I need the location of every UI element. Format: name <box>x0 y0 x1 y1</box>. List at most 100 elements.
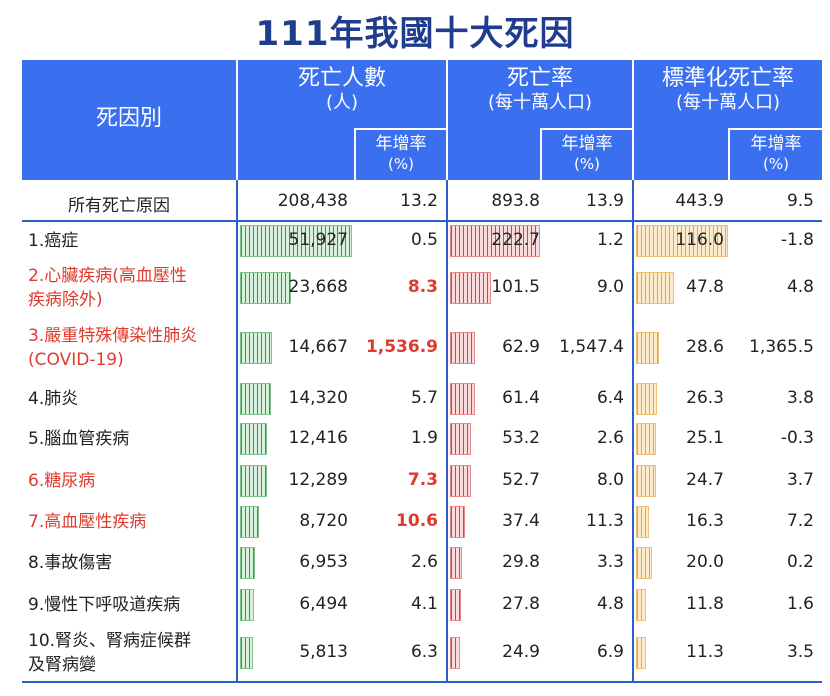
std-rate-bar <box>636 383 657 415</box>
std-growth-value: 1,365.5 <box>749 337 814 357</box>
header-std-rate-label: 標準化死亡率 <box>661 66 794 91</box>
std-rate-bar <box>636 423 656 455</box>
std-rate-bar <box>636 272 674 304</box>
rate-bar <box>450 637 461 669</box>
total-std-growth: 9.5 <box>786 191 814 211</box>
std-rate-value: 11.8 <box>686 594 724 614</box>
rate-growth-value: 4.8 <box>596 594 624 614</box>
std-rate-value: 28.6 <box>686 337 724 357</box>
cause-name: 6.糖尿病 <box>28 469 95 493</box>
rate-bar <box>450 589 462 621</box>
header-rate: 死亡率 (每十萬人口) <box>448 60 632 180</box>
rate-bar <box>450 383 475 415</box>
deaths-growth-value: 8.3 <box>407 277 438 297</box>
subheader-rate-growth: 年增率 (%) <box>540 128 632 180</box>
cause-name-line1: 10.腎炎、腎病症候群 <box>28 631 192 651</box>
header-deaths-label: 死亡人數 <box>297 66 386 91</box>
cause-name-line2: (COVID-19) <box>28 350 124 370</box>
header-rate-unit: (每十萬人口) <box>487 92 593 113</box>
deaths-bar <box>240 637 253 669</box>
deaths-bar <box>240 225 352 257</box>
std-growth-value: 1.6 <box>786 594 814 614</box>
std-rate-value: 11.3 <box>686 642 724 662</box>
header-cause-label: 死因別 <box>95 106 162 131</box>
cause-name-line1: 8.事故傷害 <box>28 553 113 573</box>
cause-name: 5.腦血管疾病 <box>28 427 129 451</box>
rate-value: 52.7 <box>502 470 540 490</box>
header-cause: 死因別 <box>22 60 236 180</box>
std-rate-bar <box>636 547 652 579</box>
divider-total <box>22 220 822 222</box>
std-growth-value: 7.2 <box>786 511 814 531</box>
std-rate-value: 26.3 <box>686 388 724 408</box>
rate-bar <box>450 465 472 497</box>
deaths-growth-value: 0.5 <box>410 230 438 250</box>
deaths-value: 12,416 <box>288 428 348 448</box>
cause-name: 7.高血壓性疾病 <box>28 510 146 534</box>
rate-value: 24.9 <box>502 642 540 662</box>
deaths-bar <box>240 272 292 304</box>
std-rate-value: 47.8 <box>686 277 724 297</box>
rate-growth-value: 1,547.4 <box>559 337 624 357</box>
std-rate-bar <box>636 465 656 497</box>
deaths-bar <box>240 506 259 538</box>
cause-name-line1: 1.癌症 <box>28 231 79 251</box>
deaths-growth-value: 2.6 <box>410 552 438 572</box>
deaths-bar <box>240 423 267 455</box>
std-growth-value: 3.7 <box>786 470 814 490</box>
rate-value: 222.7 <box>491 230 540 250</box>
std-rate-bar <box>636 225 728 257</box>
rate-growth-value: 3.3 <box>596 552 624 572</box>
rate-growth-value: 11.3 <box>586 511 624 531</box>
std-growth-value: -0.3 <box>780 428 814 448</box>
total-deaths: 208,438 <box>277 191 348 211</box>
cause-name-line1: 7.高血壓性疾病 <box>28 512 147 532</box>
cause-name: 1.癌症 <box>28 229 78 253</box>
std-rate-value: 16.3 <box>686 511 724 531</box>
cause-name-line2: 及腎病變 <box>28 655 96 675</box>
cause-name-line2: 疾病除外) <box>28 290 103 310</box>
std-rate-bar <box>636 589 646 621</box>
rate-value: 101.5 <box>491 277 540 297</box>
divider-bottom <box>22 681 822 683</box>
deaths-bar <box>240 383 271 415</box>
rate-value: 29.8 <box>502 552 540 572</box>
deaths-growth-value: 6.3 <box>410 642 438 662</box>
total-rate-growth: 13.9 <box>586 191 624 211</box>
rate-bar <box>450 423 472 455</box>
rate-value: 61.4 <box>502 388 540 408</box>
rate-bar <box>450 506 466 538</box>
subheader-rate-growth-label: 年增率 <box>561 134 613 154</box>
deaths-value: 5,813 <box>299 642 348 662</box>
subheader-std-growth-unit: (%) <box>763 155 789 173</box>
rate-growth-value: 6.4 <box>596 388 624 408</box>
cause-name-line1: 5.腦血管疾病 <box>28 429 130 449</box>
std-growth-value: 3.5 <box>786 642 814 662</box>
rate-value: 62.9 <box>502 337 540 357</box>
std-rate-bar <box>636 506 649 538</box>
rate-value: 53.2 <box>502 428 540 448</box>
divider-col-3 <box>632 180 634 682</box>
subheader-deaths-growth: 年增率 (%) <box>354 128 446 180</box>
cause-name-line1: 3.嚴重特殊傳染性肺炎 <box>28 326 198 346</box>
cause-name: 2.心臟疾病(高血壓性 疾病除外) <box>28 264 187 312</box>
std-growth-value: 3.8 <box>786 388 814 408</box>
deaths-value: 12,289 <box>288 470 348 490</box>
deaths-value: 14,320 <box>288 388 348 408</box>
deaths-bar <box>240 465 267 497</box>
rate-growth-value: 2.6 <box>596 428 624 448</box>
std-rate-bar <box>636 332 659 364</box>
cause-name-line1: 9.慢性下呼吸道疾病 <box>28 595 181 615</box>
cause-name: 3.嚴重特殊傳染性肺炎 (COVID-19) <box>28 324 197 372</box>
rate-bar <box>450 547 463 579</box>
cause-name: 4.肺炎 <box>28 387 78 411</box>
total-name: 所有死亡原因 <box>68 196 170 216</box>
deaths-growth-value: 10.6 <box>396 511 438 531</box>
rate-growth-value: 1.2 <box>596 230 624 250</box>
std-rate-value: 20.0 <box>686 552 724 572</box>
total-deaths-growth: 13.2 <box>400 191 438 211</box>
cause-name-line1: 2.心臟疾病(高血壓性 <box>28 266 187 286</box>
deaths-growth-value: 4.1 <box>410 594 438 614</box>
deaths-value: 6,953 <box>299 552 348 572</box>
rate-value: 27.8 <box>502 594 540 614</box>
